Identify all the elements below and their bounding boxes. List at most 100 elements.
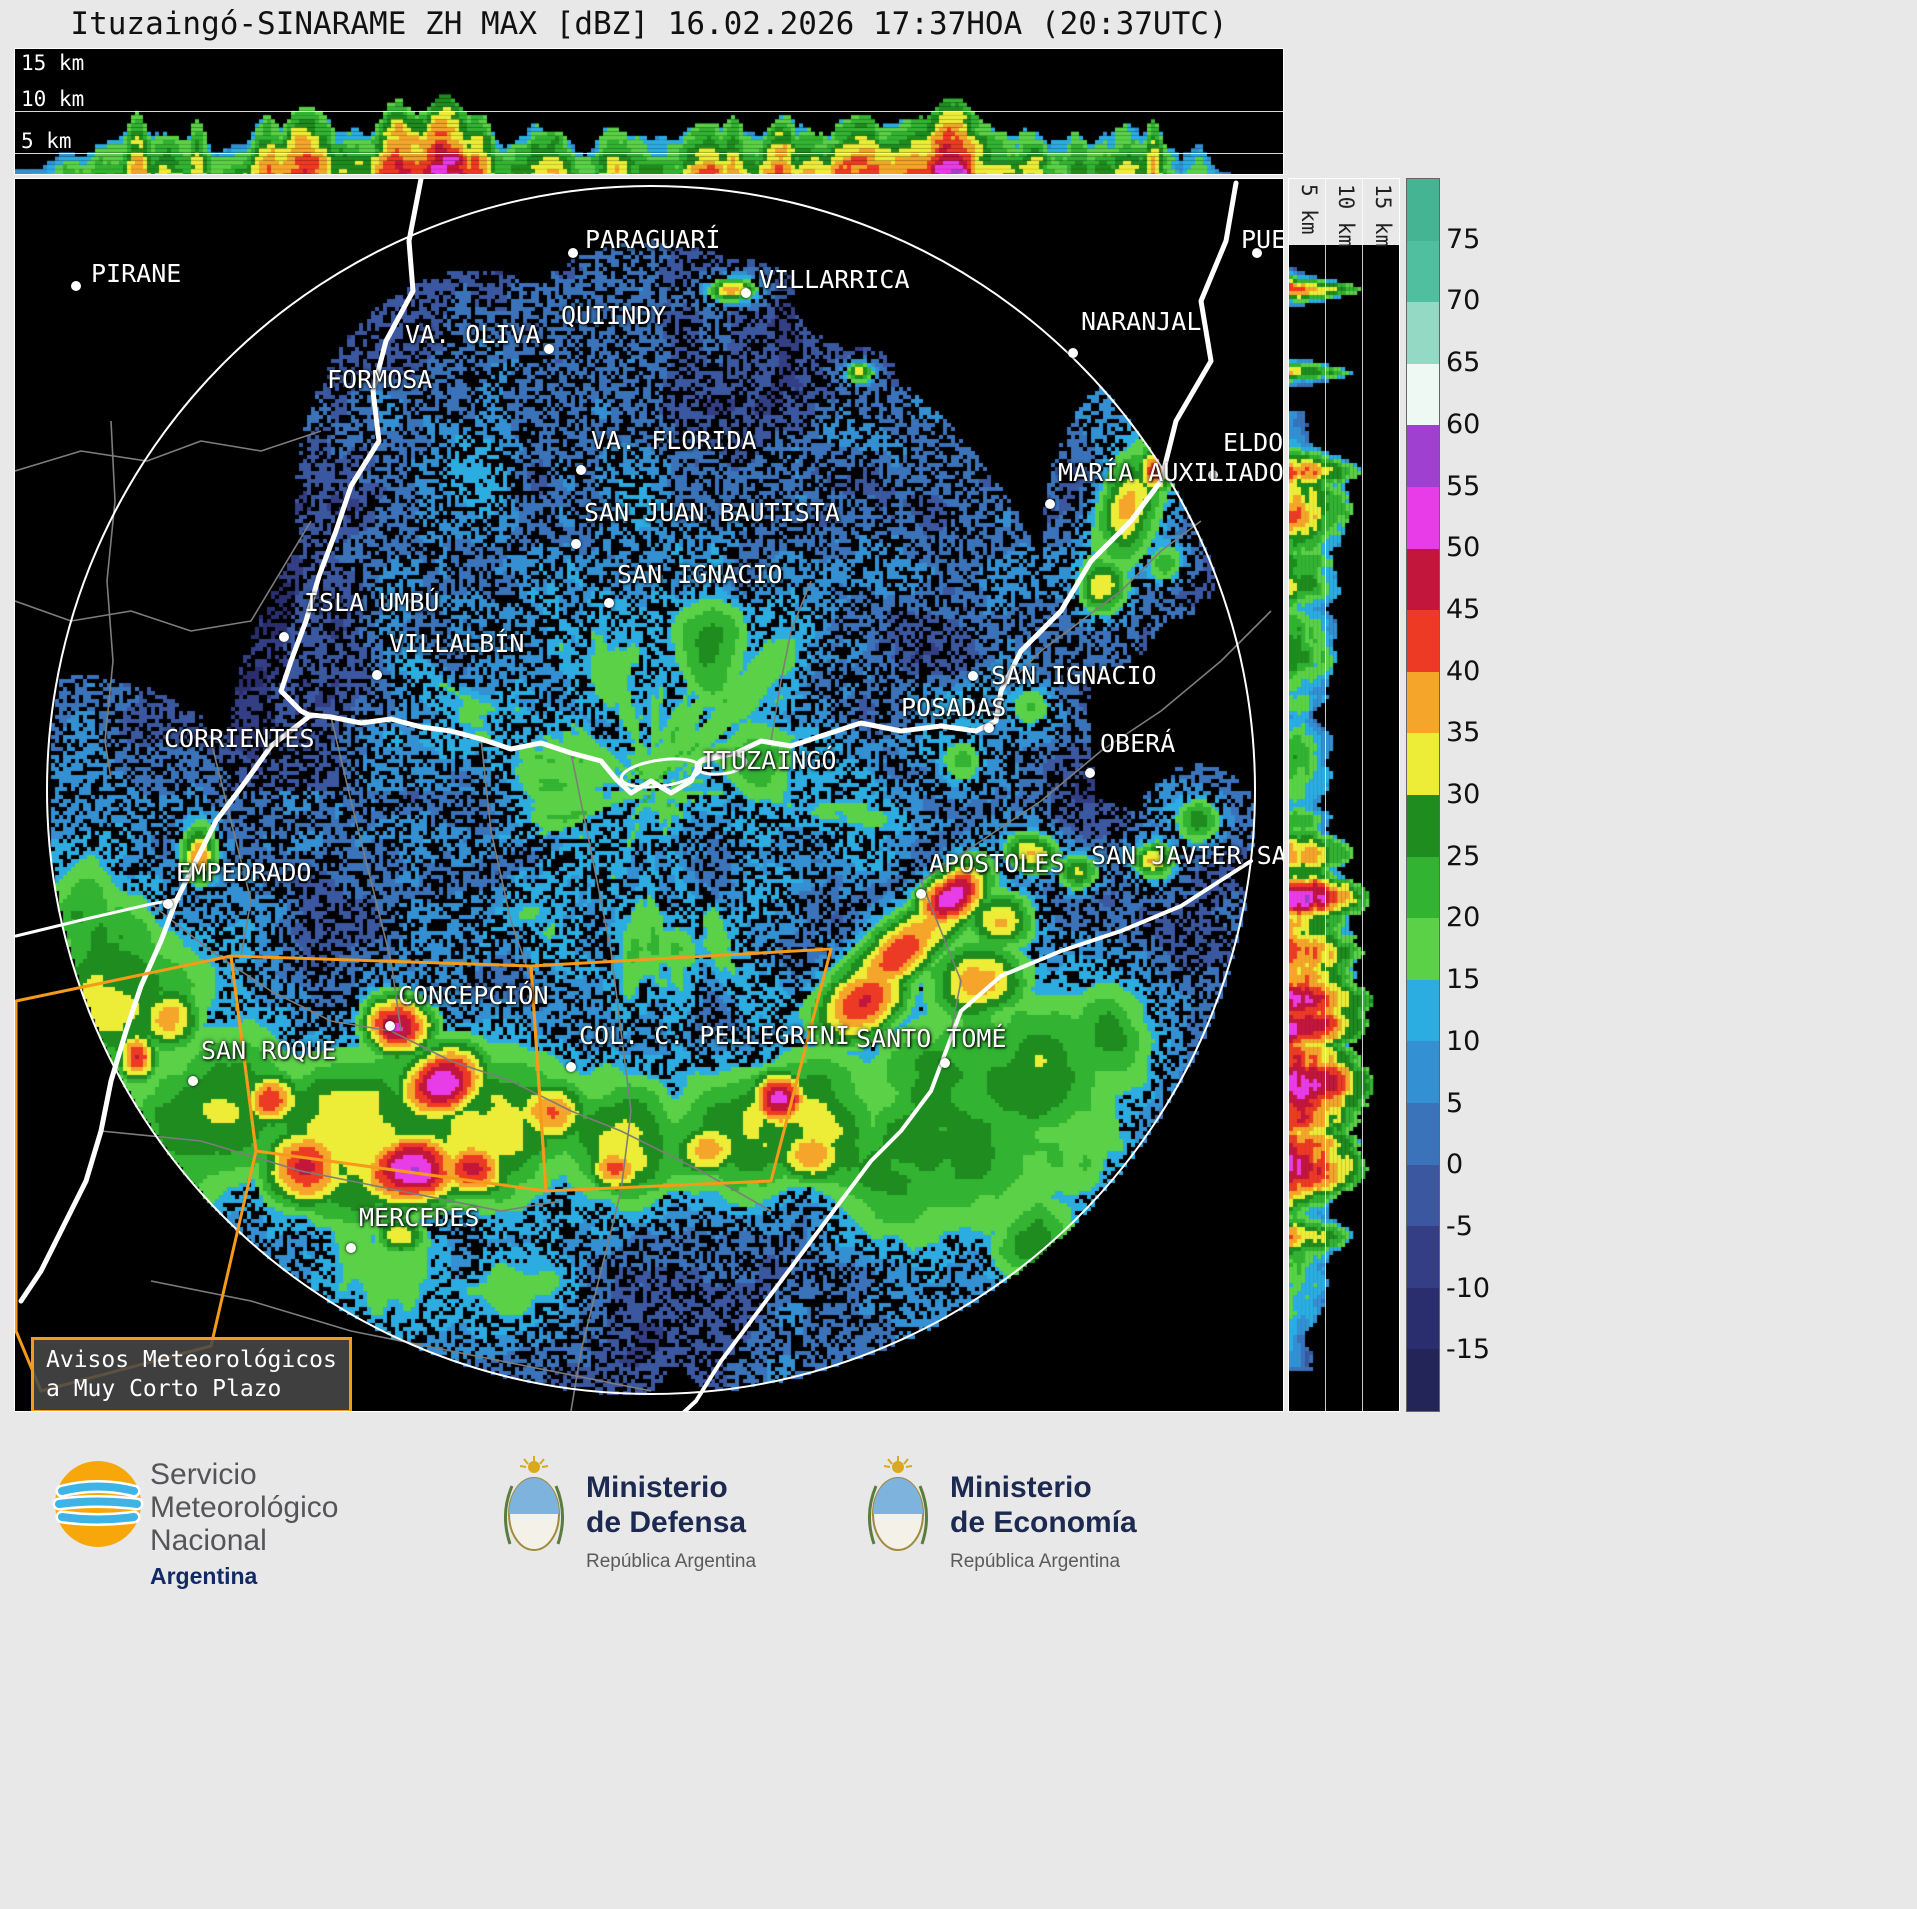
colorbar-tick: -5 <box>1446 1210 1473 1242</box>
city-label: CORRIENTES <box>164 724 315 753</box>
altitude-label-15km: 15 km <box>1371 184 1395 248</box>
city-dot <box>163 899 173 909</box>
colorbar-segment <box>1407 363 1439 426</box>
colorbar-tick: 75 <box>1446 223 1481 255</box>
altitude-label-5km: 5 km <box>1297 184 1321 235</box>
colorbar-segment <box>1407 733 1439 795</box>
colorbar-tick: 10 <box>1446 1025 1481 1057</box>
colorbar-tick: 65 <box>1446 347 1481 379</box>
city-dot <box>279 632 289 642</box>
colorbar-tick: 45 <box>1446 593 1481 625</box>
city-dot <box>1252 248 1262 258</box>
colorbar-tick: -10 <box>1446 1272 1491 1304</box>
altitude-label-5km: 5 km <box>21 129 72 153</box>
city-dot <box>571 539 581 549</box>
colorbar-segment <box>1407 610 1439 672</box>
city-dot <box>372 670 382 680</box>
city-dot <box>940 1058 950 1068</box>
city-dot <box>1068 348 1078 358</box>
cross-section-right-canvas <box>1289 179 1399 1411</box>
warning-legend-line2: a Muy Corto Plazo <box>46 1376 282 1402</box>
city-label: FORMOSA <box>327 365 433 394</box>
city-label: MARÍA AUXILIADOR <box>1058 458 1284 487</box>
smn-line1: Servicio <box>150 1458 257 1491</box>
colorbar-tick: 70 <box>1446 285 1481 317</box>
city-label: COL. C. PELLEGRINI <box>579 1021 850 1050</box>
city-dot <box>984 723 994 733</box>
colorbar-tick: 60 <box>1446 408 1481 440</box>
defensa-sub: República Argentina <box>586 1551 757 1572</box>
economia-line1: Ministerio <box>950 1471 1092 1504</box>
warning-legend-line1: Avisos Meteorológicos <box>46 1347 337 1373</box>
colorbar-segment <box>1407 856 1439 919</box>
dbz-colorbar <box>1406 178 1440 1412</box>
city-dot <box>576 465 586 475</box>
city-label: SAN JUAN BAUTISTA <box>584 498 840 527</box>
cross-section-top-canvas <box>15 49 1283 174</box>
colorbar-tick: 35 <box>1446 717 1481 749</box>
city-label: ITUZAINGÓ <box>701 746 837 775</box>
altitude-line-10km <box>1362 179 1363 1411</box>
smn-name: Servicio Meteorológico Nacional Argentin… <box>150 1458 338 1593</box>
coat-of-arms-icon <box>868 1456 928 1551</box>
city-label: EMPEDRADO <box>176 858 312 887</box>
dbz-colorbar-ticks: 75 70 65 60 55 50 45 40 35 30 25 20 15 10 5 0 -5 -10 -15 <box>1446 178 1536 1412</box>
city-label: ELDOR <box>1223 428 1284 457</box>
city-label: SAN IGNACIO <box>991 661 1157 690</box>
smn-line2: Meteorológico <box>150 1491 339 1524</box>
city-dot <box>544 344 554 354</box>
city-dot <box>916 889 926 899</box>
colorbar-segment <box>1407 1287 1439 1350</box>
defensa-line1: Ministerio <box>586 1471 728 1504</box>
city-label: SAN ROQUE <box>201 1036 337 1065</box>
colorbar-segment <box>1407 1041 1439 1103</box>
smn-logo <box>52 1461 144 1547</box>
colorbar-segment <box>1407 179 1439 241</box>
colorbar-tick: 25 <box>1446 840 1481 872</box>
city-label: VA. FLORIDA <box>591 426 757 455</box>
city-label: SAN JAVIER SA <box>1091 841 1284 870</box>
colorbar-segment <box>1407 1102 1439 1165</box>
colorbar-segment <box>1407 1164 1439 1227</box>
city-label: APOSTOLES <box>929 849 1065 878</box>
city-dot <box>188 1076 198 1086</box>
city-label: PUER <box>1241 225 1283 254</box>
city-label: OBERÁ <box>1100 729 1176 758</box>
cross-section-top: 15 km 10 km 5 km <box>14 48 1284 175</box>
altitude-label-15km: 15 km <box>21 51 85 75</box>
colorbar-segment <box>1407 1349 1439 1411</box>
colorbar-segment <box>1407 1226 1439 1288</box>
economia-sub: República Argentina <box>950 1551 1121 1572</box>
colorbar-tick: 5 <box>1446 1087 1464 1119</box>
colorbar-segment <box>1407 979 1439 1042</box>
coat-of-arms-icon <box>504 1456 564 1551</box>
smn-country: Argentina <box>150 1563 258 1589</box>
radar-echo-canvas <box>15 179 1283 1411</box>
colorbar-tick: -15 <box>1446 1334 1491 1366</box>
colorbar-tick: 0 <box>1446 1149 1464 1181</box>
colorbar-tick: 30 <box>1446 779 1481 810</box>
altitude-line-5km <box>1325 179 1326 1411</box>
city-dot <box>568 248 578 258</box>
smn-line3: Nacional <box>150 1524 267 1557</box>
colorbar-segment <box>1407 302 1439 364</box>
altitude-label-10km: 10 km <box>21 87 85 111</box>
city-dot <box>566 1062 576 1072</box>
colorbar-segment <box>1407 671 1439 734</box>
colorbar-segment <box>1407 548 1439 611</box>
altitude-label-10km: 10 km <box>1334 184 1358 248</box>
city-dot <box>968 671 978 681</box>
city-label: ISLA UMBÚ <box>304 588 440 617</box>
colorbar-segment <box>1407 240 1439 303</box>
city-label: SANTO TOMÉ <box>856 1024 1007 1053</box>
cross-section-right-label-area <box>1289 179 1399 245</box>
colorbar-segment <box>1407 486 1439 549</box>
altitude-line-10km <box>15 111 1283 112</box>
colorbar-tick: 20 <box>1446 902 1481 934</box>
city-label: NARANJAL <box>1081 307 1202 336</box>
city-dot <box>346 1243 356 1253</box>
city-label: SAN IGNACIO <box>617 560 783 589</box>
city-dot <box>741 288 751 298</box>
city-label: POSADAS <box>901 693 1007 722</box>
